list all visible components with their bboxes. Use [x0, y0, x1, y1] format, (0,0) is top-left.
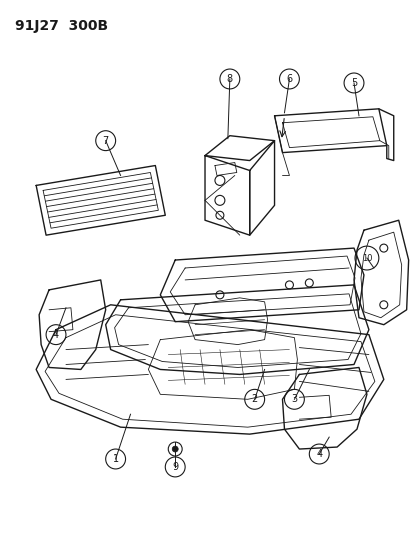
Circle shape: [172, 446, 178, 452]
Text: 9: 9: [172, 462, 178, 472]
Text: 6: 6: [286, 74, 292, 84]
Text: 1: 1: [112, 454, 119, 464]
Text: 4: 4: [53, 329, 59, 340]
Text: 3: 3: [291, 394, 297, 405]
Text: 4: 4: [316, 449, 322, 459]
Text: 5: 5: [350, 78, 356, 88]
Text: 2: 2: [251, 394, 257, 405]
Text: 7: 7: [102, 136, 109, 146]
Text: 10: 10: [361, 254, 371, 263]
Text: 8: 8: [226, 74, 233, 84]
Text: 91J27  300B: 91J27 300B: [15, 19, 108, 33]
